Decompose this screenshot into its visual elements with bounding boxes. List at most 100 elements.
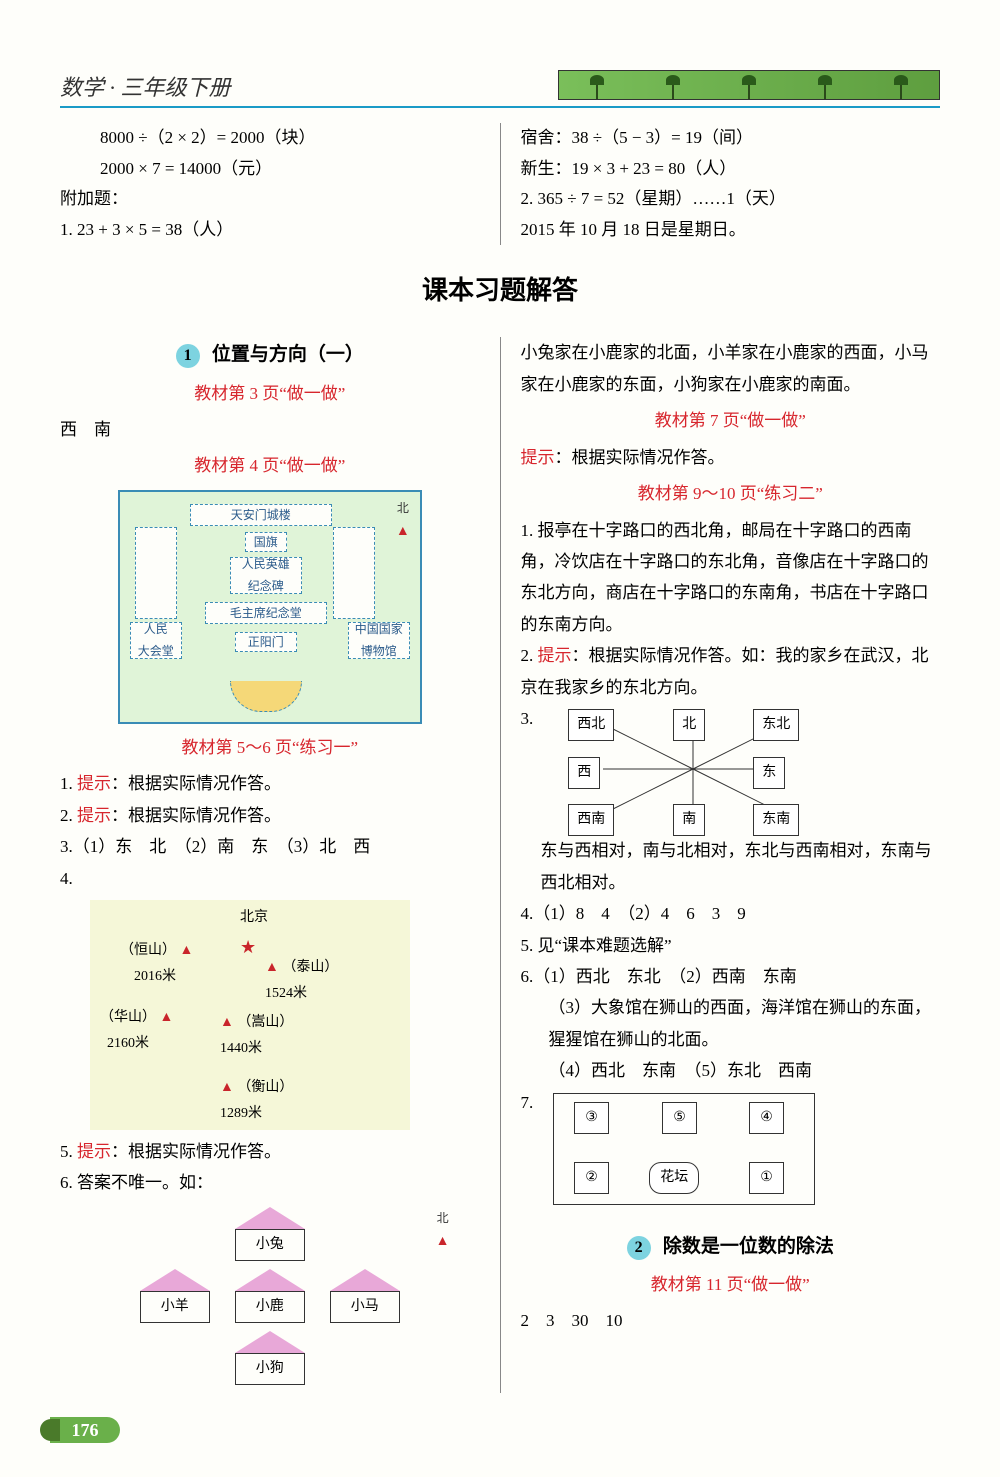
left-wing <box>135 527 177 619</box>
q7-1: ① <box>749 1162 784 1194</box>
top-answers: 8000 ÷（2 × 2）= 2000（块） 2000 × 7 = 14000（… <box>60 123 940 245</box>
right-museum: 中国国家 博物馆 <box>348 622 410 659</box>
mountains-map: 北京 ★ （恒山） ▲ 2016米 ▲ （泰山） 1524米 （华山） ▲ 21… <box>90 900 410 1130</box>
zhengyang-box: 正阳门 <box>235 632 297 652</box>
c-se: 东南 <box>753 804 799 836</box>
section1-badge: 1 <box>176 344 200 368</box>
beijing: 北京 ★ <box>240 905 268 964</box>
north-arrow-icon: ▲ <box>396 524 410 539</box>
q7-diagram: ③ ⑤ ④ ② 花坛 ① <box>553 1093 815 1205</box>
r-q3-row: 3. 西北 北 东北 西 东 <box>521 703 941 835</box>
top-right-col: 宿舍：38 ÷（5 − 3）= 19（间） 新生：19 × 3 + 23 = 8… <box>501 123 941 245</box>
top-l3: 1. 23 + 3 × 5 = 38（人） <box>60 215 480 246</box>
body: 1 位置与方向（一） 教材第 3 页“做一做” 西 南 教材第 4 页“做一做”… <box>60 337 940 1392</box>
house-horse: 小马 <box>330 1269 400 1323</box>
heading-p3: 教材第 3 页“做一做” <box>60 378 480 409</box>
section2-answer: 2 3 30 10 <box>521 1305 941 1336</box>
q7-flower: 花坛 <box>649 1162 699 1194</box>
c-ne: 东北 <box>753 709 799 741</box>
c-nw: 西北 <box>568 709 614 741</box>
r-q7-row: 7. ③ ⑤ ④ ② 花坛 ① <box>521 1087 941 1211</box>
q5: 5. 提示：根据实际情况作答。 <box>60 1136 480 1167</box>
right-wing <box>333 527 375 619</box>
songshan: ▲ （嵩山） 1440米 <box>220 1010 293 1062</box>
r-q4: 4.（1）8 4 （2）4 6 3 9 <box>521 898 941 929</box>
huashan: （华山） ▲ 2160米 <box>100 1005 173 1057</box>
section2-badge: 2 <box>627 1236 651 1260</box>
q1: 1. 提示：根据实际情况作答。 <box>60 768 480 799</box>
north-arrow-icon-2: ▲ <box>436 1234 450 1249</box>
q3: 3.（1）东 北 （2）南 东 （3）北 西 <box>60 831 480 862</box>
c-n: 北 <box>673 709 705 741</box>
hengshan1: （恒山） ▲ 2016米 <box>120 938 193 990</box>
p3-answer: 西 南 <box>60 414 480 445</box>
heading-p4: 教材第 4 页“做一做” <box>60 450 480 481</box>
body-right-col: 小兔家在小鹿家的北面，小羊家在小鹿家的西面，小马家在小鹿家的东面，小狗家在小鹿家… <box>501 337 941 1392</box>
q4-label: 4. <box>60 863 480 894</box>
body-left-col: 1 位置与方向（一） 教材第 3 页“做一做” 西 南 教材第 4 页“做一做”… <box>60 337 501 1392</box>
c-w: 西 <box>568 757 600 789</box>
main-title: 课本习题解答 <box>60 270 940 307</box>
houses-north: 北 ▲ <box>436 1207 450 1255</box>
r-q6a: 6.（1）西北 东北 （2）西南 东南 <box>521 961 941 992</box>
r-q7-label: 7. <box>521 1087 534 1118</box>
top-r2: 新生：19 × 3 + 23 = 80（人） <box>521 154 941 185</box>
section2-title: 除数是一位数的除法 <box>663 1236 834 1257</box>
c-e: 东 <box>753 757 785 789</box>
r-q3-text: 东与西相对，南与北相对，东北与西南相对，东南与西北相对。 <box>521 835 941 898</box>
r-para1: 小兔家在小鹿家的北面，小羊家在小鹿家的西面，小马家在小鹿家的东面，小狗家在小鹿家… <box>521 337 941 400</box>
heading-p56: 教材第 5～6 页“练习一” <box>60 732 480 763</box>
r-q2: 2. 提示：根据实际情况作答。如：我的家乡在武汉，北京在我家乡的东北方向。 <box>521 640 941 703</box>
tiananmen-top: 天安门城楼 <box>190 504 332 526</box>
section1-header: 1 位置与方向（一） <box>60 337 480 372</box>
top-l1: 8000 ÷（2 × 2）= 2000（块） <box>60 123 480 154</box>
section2-header: 2 除数是一位数的除法 <box>521 1229 941 1264</box>
house-sheep: 小羊 <box>140 1269 210 1323</box>
flag-box: 国旗 <box>245 532 287 552</box>
q7-5: ⑤ <box>662 1102 697 1134</box>
house-rabbit: 小兔 <box>235 1207 305 1261</box>
header-title: 数学 · 三年级下册 <box>60 70 231 102</box>
q7-3: ③ <box>574 1102 609 1134</box>
q6: 6. 答案不唯一。如： <box>60 1167 480 1198</box>
section1-title: 位置与方向（一） <box>212 344 364 365</box>
left-hall: 人民 大会堂 <box>130 622 182 659</box>
top-left-col: 8000 ÷（2 × 2）= 2000（块） 2000 × 7 = 14000（… <box>60 123 501 245</box>
bottom-arc <box>230 681 302 712</box>
hengshan2: ▲ （衡山） 1289米 <box>220 1075 293 1127</box>
r-q6c: （4）西北 东南 （5）东北 西南 <box>521 1055 941 1086</box>
r-q3-label: 3. <box>521 703 534 734</box>
top-l2: 2000 × 7 = 14000（元） <box>60 154 480 185</box>
page-header: 数学 · 三年级下册 <box>60 70 940 108</box>
houses-diagram: 北 ▲ 小兔 小羊 小鹿 小马 小狗 <box>60 1207 480 1385</box>
r-q6b: （3）大象馆在狮山的西面，海洋馆在狮山的东面，猩猩馆在狮山的北面。 <box>521 992 941 1055</box>
q2: 2. 提示：根据实际情况作答。 <box>60 800 480 831</box>
tiananmen-diagram: 北 ▲ 天安门城楼 国旗 人民英雄 纪念碑 毛主席纪念堂 正阳门 人民 大会堂 … <box>118 490 422 724</box>
hero-box: 人民英雄 纪念碑 <box>230 557 302 594</box>
q7-4: ④ <box>749 1102 784 1134</box>
q7-2: ② <box>574 1162 609 1194</box>
top-r3: 2. 365 ÷ 7 = 52（星期）……1（天） <box>521 184 941 215</box>
house-deer: 小鹿 <box>235 1269 305 1323</box>
heading-p7: 教材第 7 页“做一做” <box>521 405 941 436</box>
c-sw: 西南 <box>568 804 614 836</box>
p7-answer: 提示：根据实际情况作答。 <box>521 442 941 473</box>
page-number: 176 <box>50 1417 130 1447</box>
c-s: 南 <box>673 804 705 836</box>
top-r1: 宿舍：38 ÷（5 − 3）= 19（间） <box>521 123 941 154</box>
compass-diagram: 西北 北 东北 西 东 西南 南 东南 <box>553 709 833 829</box>
house-dog: 小狗 <box>235 1331 305 1385</box>
r-q1: 1. 报亭在十字路口的西北角，邮局在十字路口的西南角，冷饮店在十字路口的东北角，… <box>521 515 941 641</box>
star-icon: ★ <box>240 937 256 957</box>
r-q5: 5. 见“课本难题选解” <box>521 930 941 961</box>
north-marker: 北 ▲ <box>396 497 410 545</box>
top-r4: 2015 年 10 月 18 日是星期日。 <box>521 215 941 246</box>
heading-p910: 教材第 9～10 页“练习二” <box>521 478 941 509</box>
extra-label: 附加题： <box>60 184 480 215</box>
page-number-text: 176 <box>72 1420 99 1441</box>
taishan: ▲ （泰山） 1524米 <box>265 955 338 1007</box>
mao-box: 毛主席纪念堂 <box>205 602 327 624</box>
heading-p11: 教材第 11 页“做一做” <box>521 1269 941 1300</box>
header-decoration <box>558 70 940 100</box>
page: 数学 · 三年级下册 8000 ÷（2 × 2）= 2000（块） 2000 ×… <box>0 0 1000 1477</box>
